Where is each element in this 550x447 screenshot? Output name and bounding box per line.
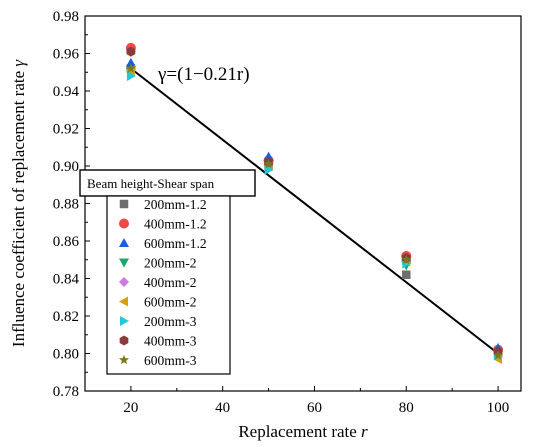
legend-label: 600mm-1.2: [144, 236, 207, 251]
series-600mm-3: [125, 63, 504, 360]
legend-marker: [119, 199, 129, 209]
legend-marker: [119, 218, 129, 229]
legend-label: 400mm-1.2: [144, 217, 207, 232]
legend-item: 600mm-3: [119, 353, 197, 368]
data-point: [402, 270, 411, 279]
legend-label: 200mm-3: [144, 314, 197, 329]
data-point: [125, 63, 136, 73]
legend-label: 200mm-2: [144, 256, 197, 271]
y-tick-label: 0.84: [53, 272, 80, 288]
y-tick-label: 0.82: [53, 309, 79, 325]
legend-label: 600mm-3: [144, 353, 197, 368]
y-tick-label: 0.80: [53, 347, 79, 363]
data-point: [401, 254, 412, 264]
legend-marker: [119, 258, 129, 268]
y-tick-label: 0.88: [53, 197, 79, 213]
x-tick-label: 100: [487, 400, 510, 416]
fit-line: [130, 67, 499, 355]
y-tick-label: 0.96: [53, 47, 80, 63]
x-tick-label: 20: [123, 400, 138, 416]
x-axis-title: Replacement rate r: [238, 422, 368, 441]
legend-label: 400mm-2: [144, 275, 197, 290]
y-tick-label: 0.78: [53, 384, 79, 400]
data-point: [263, 158, 274, 169]
legend-marker: [119, 277, 129, 287]
legend-item: 400mm-3: [119, 334, 197, 349]
legend-marker: [119, 354, 129, 365]
data-point: [126, 71, 136, 81]
legend-marker: [119, 335, 129, 346]
legend-item: 400mm-2: [119, 275, 197, 290]
legend-item: 600mm-1.2: [119, 236, 207, 251]
data-point: [493, 350, 504, 360]
y-tick-label: 0.86: [53, 234, 80, 250]
data-point: [263, 151, 274, 161]
y-axis-title: Influence coefficient of replacement rat…: [9, 59, 28, 348]
legend-item: 600mm-2: [119, 295, 197, 310]
x-tick-label: 60: [307, 400, 322, 416]
data-point: [126, 46, 136, 57]
legend-marker: [120, 316, 129, 326]
legend-label: 600mm-2: [144, 295, 197, 310]
x-tick-label: 80: [399, 400, 414, 416]
legend-marker: [119, 296, 128, 307]
legend-label: 400mm-3: [144, 334, 197, 349]
legend-item: 200mm-1.2: [119, 197, 207, 212]
fit-equation: γ=(1−0.21r): [157, 64, 250, 85]
y-tick-label: 0.92: [53, 122, 79, 138]
y-tick-label: 0.94: [53, 84, 80, 100]
legend-item: 200mm-3: [120, 314, 197, 329]
y-tick-label: 0.90: [53, 159, 79, 175]
legend-item: 400mm-1.2: [119, 217, 207, 232]
legend-title: Beam height-Shear span: [87, 176, 215, 191]
y-tick-label: 0.98: [53, 9, 79, 25]
legend-label: 200mm-1.2: [144, 197, 207, 212]
legend-item: 200mm-2: [119, 256, 197, 271]
data-point: [125, 57, 136, 67]
x-tick-label: 40: [215, 400, 230, 416]
legend-marker: [119, 238, 129, 247]
